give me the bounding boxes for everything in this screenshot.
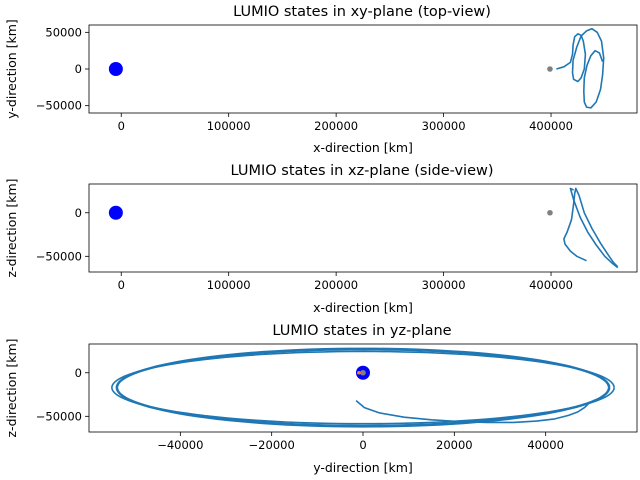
y-axis-label: y-direction [km] (4, 19, 19, 119)
x-tick-label: 400000 (529, 278, 573, 292)
axes-frame (88, 24, 638, 114)
trajectory-line (569, 187, 619, 269)
moon-marker (547, 209, 553, 216)
moon-marker (360, 369, 366, 376)
xz-plane-panel: LUMIO states in xz-plane (side-view) 0 10… (4, 163, 638, 315)
x-tick-label: 0 (118, 119, 125, 133)
x-tick-label: 400000 (529, 119, 573, 133)
x-tick-label: 40000 (527, 438, 564, 452)
earth-marker (108, 205, 123, 220)
y-tick-label: −50000 (36, 99, 82, 113)
y-tick-label: 0 (75, 366, 82, 380)
earth-marker (108, 62, 123, 76)
x-tick-label: 0 (118, 278, 125, 292)
x-axis-label: y-direction [km] (313, 460, 413, 475)
y-tick-label: 0 (75, 206, 82, 220)
y-tick-label: 50000 (45, 25, 82, 39)
orbit-loop (115, 347, 611, 428)
marker_small-marker (357, 370, 361, 375)
x-axis-label: x-direction [km] (313, 140, 413, 155)
trajectory-line (556, 27, 605, 109)
x-tick-label: 200000 (314, 119, 358, 133)
x-tick-label: 300000 (422, 119, 466, 133)
panel-title: LUMIO states in xy-plane (top-view) (233, 4, 491, 20)
x-tick-label: −40000 (157, 438, 203, 452)
axes-frame (88, 343, 638, 433)
yz-plane-panel: LUMIO states in yz-plane −40000 −20000 0 20… (4, 323, 638, 475)
x-tick-label: 0 (359, 438, 366, 452)
trajectory-line (563, 187, 619, 268)
panel-title: LUMIO states in xz-plane (side-view) (230, 163, 493, 179)
axes-frame (88, 183, 638, 273)
trajectory-line (355, 399, 590, 424)
xy-plane-panel: LUMIO states in xy-plane (top-view) 0 100… (4, 4, 638, 155)
moon-marker (547, 66, 553, 72)
y-tick-label: −50000 (36, 409, 82, 423)
y-tick-label: −50000 (36, 249, 82, 263)
x-tick-label: 300000 (422, 278, 466, 292)
y-axis-label: z-direction [km] (4, 179, 19, 278)
x-tick-label: 100000 (207, 119, 251, 133)
x-tick-label: 200000 (314, 278, 358, 292)
x-axis-label: x-direction [km] (313, 300, 413, 315)
x-tick-label: 100000 (207, 278, 251, 292)
x-tick-label: −20000 (249, 438, 295, 452)
panel-title: LUMIO states in yz-plane (272, 323, 451, 339)
x-tick-label: 20000 (436, 438, 473, 452)
orbit-loop (116, 348, 610, 427)
y-axis-label: z-direction [km] (4, 339, 19, 438)
orbit-loop (110, 350, 615, 425)
y-tick-label: 0 (75, 62, 82, 76)
